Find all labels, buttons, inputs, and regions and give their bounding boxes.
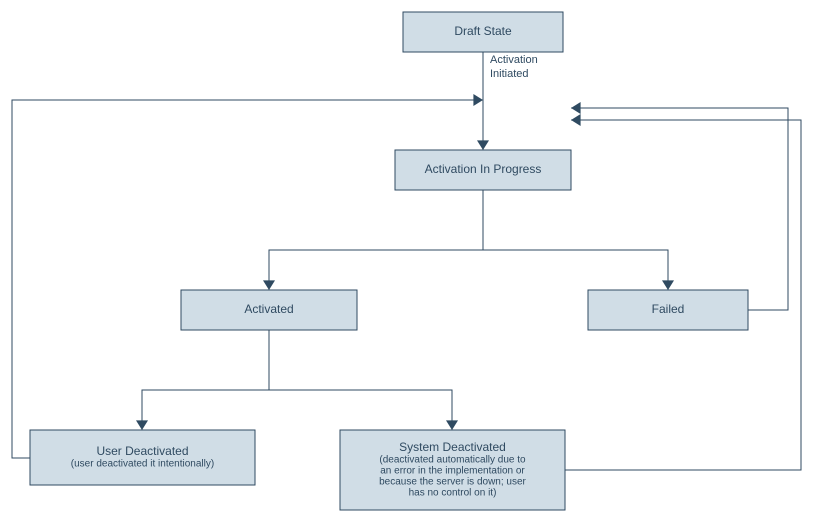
edge-label-activation-line1: Activation — [490, 54, 538, 66]
node-sys-deact-sub-3: has no control on it) — [409, 488, 497, 499]
edge-label-activation-line2: Initiated — [490, 68, 529, 80]
node-sys-deact-sub-2: because the server is down; user — [379, 477, 526, 488]
node-activation-in-progress: Activation In Progress — [395, 150, 571, 190]
node-draft-state: Draft State — [403, 12, 563, 52]
node-draft-title: Draft State — [454, 24, 512, 38]
edges-group — [12, 52, 801, 470]
node-system-deactivated: System Deactivated (deactivated automati… — [340, 430, 565, 510]
node-failed-title: Failed — [652, 302, 685, 316]
node-failed: Failed — [588, 290, 748, 330]
node-sys-deact-sub-0: (deactivated automatically due to — [379, 455, 526, 466]
node-sys-deact-sub-1: an error in the implementation or — [380, 466, 525, 477]
node-activated-title: Activated — [244, 302, 293, 316]
node-sys-deact-title: System Deactivated — [399, 440, 506, 454]
node-activation-title: Activation In Progress — [425, 162, 542, 176]
node-user-deactivated: User Deactivated (user deactivated it in… — [30, 430, 255, 485]
node-user-deact-title: User Deactivated — [96, 444, 188, 458]
node-user-deact-sub-0: (user deactivated it intentionally) — [71, 459, 214, 470]
node-activated: Activated — [181, 290, 357, 330]
state-flowchart: Activation Initiated Draft State Activat… — [0, 0, 813, 530]
